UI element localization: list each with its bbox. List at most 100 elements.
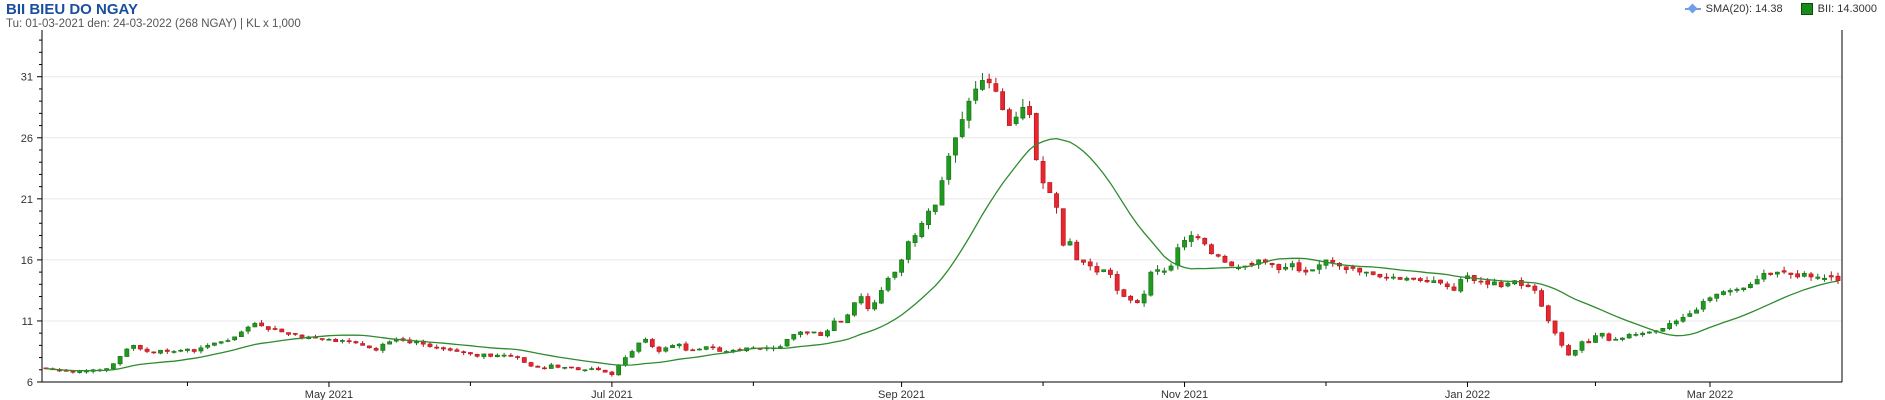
- candle: [980, 80, 985, 90]
- candle: [521, 357, 527, 363]
- candle: [683, 343, 689, 351]
- candle: [259, 322, 264, 327]
- candle: [1404, 277, 1410, 281]
- candle: [932, 204, 938, 212]
- candle: [1431, 280, 1437, 283]
- candle: [953, 137, 958, 156]
- candle: [1000, 91, 1006, 111]
- candle: [993, 83, 999, 92]
- candle: [555, 364, 561, 368]
- candle: [528, 362, 534, 367]
- candle: [643, 338, 648, 343]
- candle: [1357, 267, 1363, 273]
- candle: [535, 365, 541, 368]
- candle: [899, 259, 904, 273]
- candle: [1660, 327, 1666, 332]
- candle: [70, 370, 76, 373]
- candle: [905, 241, 911, 260]
- candle: [1209, 244, 1214, 255]
- candle: [1748, 284, 1753, 288]
- candle: [1155, 269, 1160, 272]
- candle: [548, 364, 554, 369]
- candle: [710, 346, 716, 349]
- candle: [1673, 320, 1679, 325]
- candle: [1451, 286, 1457, 291]
- candle: [198, 347, 204, 352]
- candle: [1458, 279, 1464, 292]
- candle: [1330, 260, 1336, 263]
- chart-subtitle: Tu: 01-03-2021 den: 24-03-2022 (268 NGAY…: [6, 18, 301, 30]
- candle: [1350, 266, 1356, 269]
- x-tick-label: Nov 2021: [1161, 389, 1208, 400]
- y-tick-label: 31: [21, 72, 33, 84]
- candle: [804, 331, 810, 334]
- candle: [1539, 290, 1544, 307]
- candle: [286, 332, 291, 335]
- candle: [831, 320, 837, 331]
- candle: [926, 210, 931, 226]
- candle: [1283, 266, 1288, 270]
- legend-item-bii[interactable]: BII: 14.3000: [1800, 3, 1877, 15]
- candle: [1195, 236, 1201, 239]
- candle: [1795, 273, 1800, 278]
- candle: [1815, 276, 1821, 279]
- candle: [1801, 273, 1807, 277]
- candle: [1694, 309, 1699, 314]
- candle: [582, 369, 588, 372]
- candle: [818, 332, 824, 336]
- candle: [1384, 276, 1390, 279]
- candle: [360, 343, 366, 346]
- candle: [1444, 283, 1450, 288]
- candle: [629, 351, 635, 358]
- candle: [373, 348, 379, 351]
- chart-title: BII BIEU DO NGAY: [6, 1, 138, 18]
- candle: [649, 339, 655, 347]
- candle: [784, 338, 790, 347]
- candle: [346, 340, 352, 343]
- candle: [1828, 275, 1834, 278]
- candle: [1108, 269, 1113, 275]
- candle: [865, 296, 871, 310]
- candle: [1774, 271, 1780, 275]
- candle: [117, 356, 123, 365]
- candle: [468, 352, 473, 355]
- candle: [1532, 285, 1538, 291]
- candle: [1020, 106, 1026, 119]
- candle: [501, 354, 507, 357]
- candle: [1006, 109, 1012, 126]
- candle: [1741, 287, 1747, 291]
- candle: [1788, 272, 1794, 275]
- candle: [1808, 273, 1814, 278]
- candle: [575, 367, 581, 371]
- candle: [205, 345, 211, 348]
- candle: [461, 351, 467, 353]
- candle: [441, 347, 446, 350]
- candle: [636, 342, 642, 352]
- legend-item-sma[interactable]: SMA(20): 14.38: [1684, 3, 1783, 15]
- candle: [1087, 261, 1093, 267]
- candle: [1161, 270, 1167, 273]
- candle: [110, 363, 116, 369]
- bii-square-icon: [1800, 3, 1813, 15]
- candle: [185, 348, 190, 351]
- x-tick-label: Jul 2021: [591, 389, 633, 400]
- candle: [380, 343, 386, 351]
- candle: [1485, 280, 1491, 285]
- candle: [973, 88, 979, 101]
- candle: [1134, 300, 1140, 303]
- candle: [1620, 337, 1625, 340]
- candle: [488, 353, 494, 357]
- candle: [1633, 334, 1639, 336]
- candle: [1680, 316, 1686, 322]
- sma-diamond-icon: [1684, 3, 1701, 15]
- candle: [1505, 282, 1511, 287]
- y-tick-label: 21: [21, 194, 33, 206]
- y-tick-label: 16: [21, 255, 33, 267]
- candle: [589, 368, 595, 370]
- candle: [878, 290, 884, 304]
- candle: [1518, 280, 1524, 286]
- candle: [1835, 275, 1841, 281]
- candle: [1525, 284, 1531, 288]
- candle: [1303, 269, 1309, 273]
- candle: [1067, 241, 1073, 246]
